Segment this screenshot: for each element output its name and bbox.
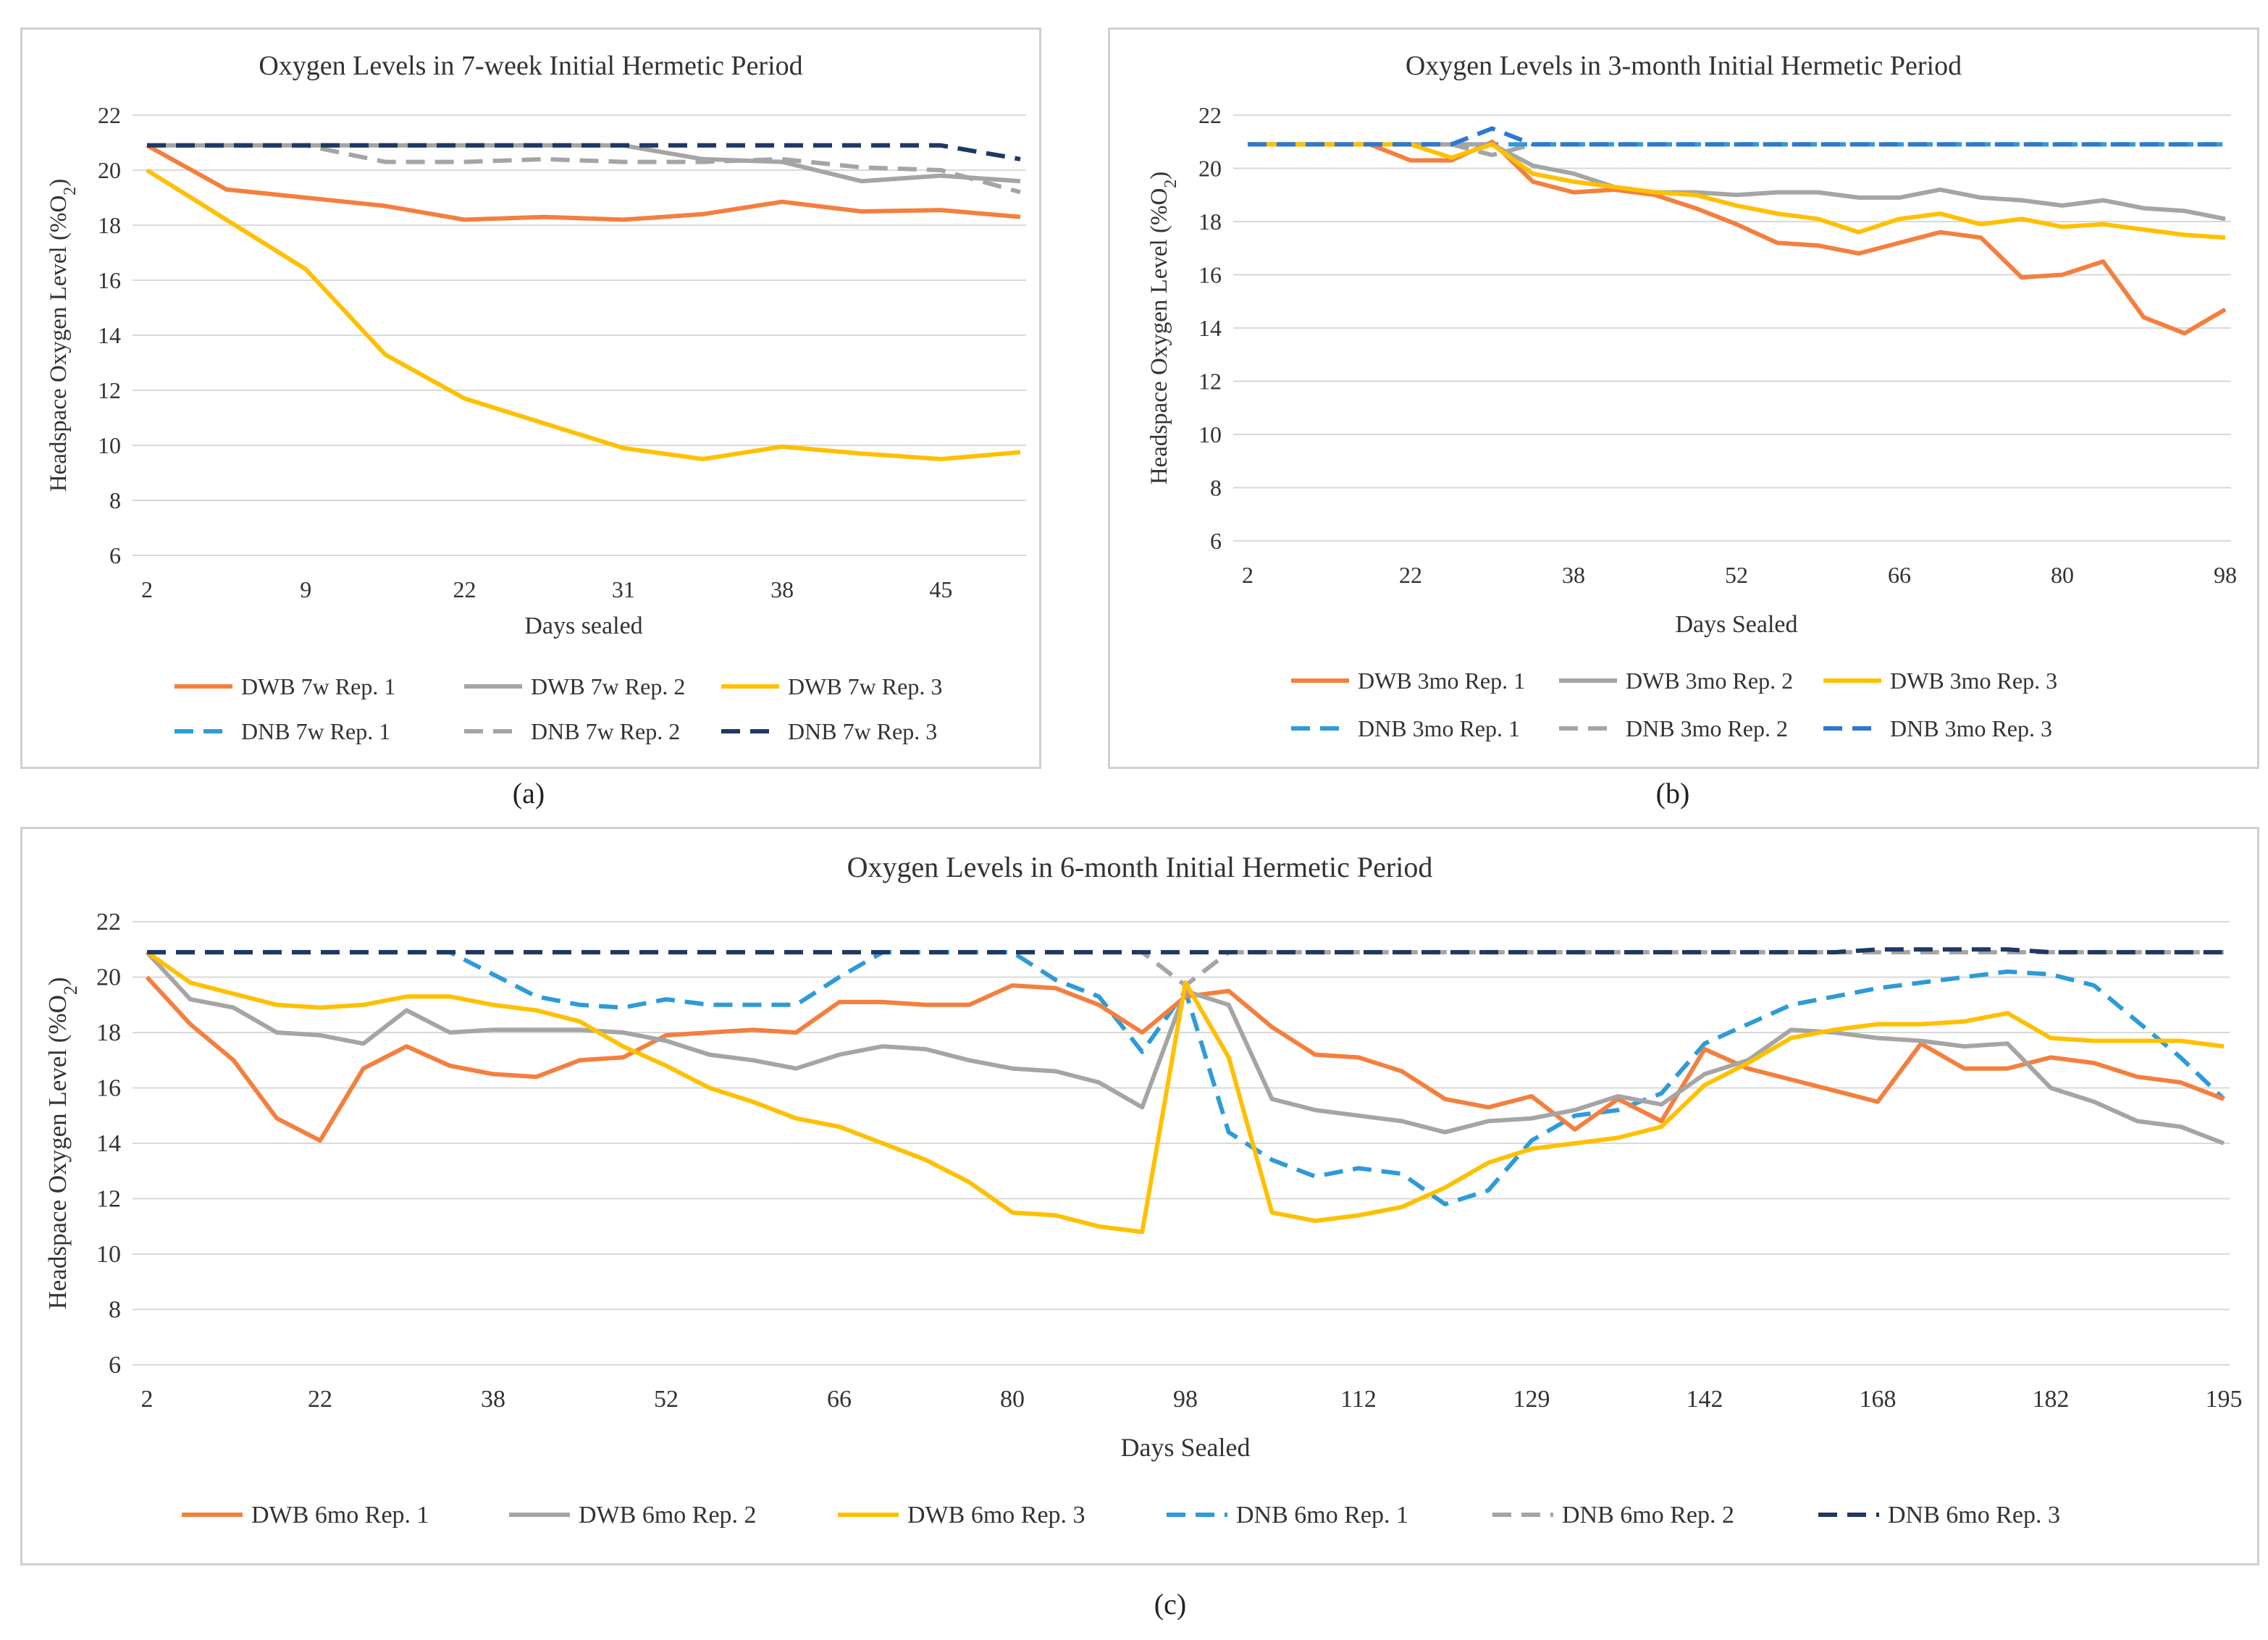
y-tick-label: 10 [1198, 421, 1222, 447]
x-tick-label: 45 [929, 576, 952, 602]
y-tick-label: 10 [96, 1241, 121, 1268]
x-tick-label: 112 [1340, 1386, 1377, 1413]
legend-label: DWB 7w Rep. 2 [531, 673, 685, 699]
chart-title: Oxygen Levels in 6-month Initial Hermeti… [847, 851, 1433, 883]
series-line-dwb-7w-rep-2 [147, 143, 1021, 184]
y-axis-label: Headspace Oxygen Level (%O2) [46, 179, 80, 492]
x-tick-label: 22 [308, 1386, 332, 1413]
x-tick-label: 22 [453, 576, 476, 602]
legend-label: DNB 3mo Rep. 3 [1890, 715, 2052, 741]
x-tick-label: 2 [1242, 562, 1253, 588]
legend-label: DNB 3mo Rep. 2 [1626, 715, 1788, 741]
series-line-dwb-7w-rep-3 [146, 168, 1021, 461]
x-tick-label: 2 [141, 1386, 154, 1413]
x-tick-label: 22 [1399, 562, 1422, 588]
y-tick-label: 8 [109, 487, 121, 513]
legend-label: DWB 3mo Rep. 1 [1358, 668, 1525, 694]
y-tick-label: 16 [1198, 262, 1222, 288]
y-tick-label: 16 [96, 1075, 121, 1102]
legend-label: DNB 6mo Rep. 2 [1562, 1502, 1734, 1528]
legend-label: DNB 6mo Rep. 1 [1236, 1502, 1408, 1528]
y-tick-label: 14 [96, 1130, 121, 1157]
legend-label: DWB 6mo Rep. 3 [907, 1502, 1085, 1528]
y-tick-label: 8 [1210, 475, 1222, 501]
chart-panel-c: Oxygen Levels in 6-month Initial Hermeti… [20, 827, 2259, 1565]
x-tick-label: 195 [2206, 1386, 2243, 1413]
y-tick-label: 12 [98, 377, 121, 403]
x-tick-label: 129 [1513, 1386, 1550, 1413]
y-tick-label: 6 [109, 1352, 121, 1379]
y-tick-label: 18 [96, 1019, 121, 1046]
x-tick-label: 66 [1888, 562, 1911, 588]
panel-label-c: (c) [1154, 1588, 1187, 1620]
panel-label-a: (a) [512, 777, 545, 810]
y-tick-label: 20 [98, 157, 121, 183]
chart-a-svg: Oxygen Levels in 7-week Initial Hermetic… [46, 51, 1026, 744]
chart-title: Oxygen Levels in 7-week Initial Hermetic… [259, 51, 802, 81]
x-tick-label: 168 [1860, 1386, 1897, 1413]
series-line-dwb-6mo-rep-1 [145, 975, 2225, 1143]
x-tick-label: 98 [1173, 1386, 1198, 1413]
legend-label: DNB 3mo Rep. 1 [1358, 715, 1520, 741]
series-line-dwb-6mo-rep-3 [146, 950, 2225, 1235]
y-tick-label: 12 [96, 1186, 121, 1213]
y-tick-label: 14 [98, 322, 121, 348]
legend-label: DNB 7w Rep. 3 [788, 718, 937, 744]
x-axis-label: Days Sealed [1121, 1433, 1251, 1462]
legend-label: DNB 6mo Rep. 3 [1888, 1502, 2060, 1528]
y-axis-label: Headspace Oxygen Level (%O2) [1146, 172, 1180, 485]
legend-label: DWB 3mo Rep. 2 [1626, 668, 1793, 694]
y-tick-label: 6 [1210, 528, 1222, 554]
y-tick-label: 18 [98, 212, 121, 238]
legend-label: DWB 7w Rep. 1 [241, 673, 395, 699]
chart-panel-b: Oxygen Levels in 3-month Initial Hermeti… [1108, 28, 2259, 769]
x-tick-label: 38 [770, 576, 794, 602]
y-tick-label: 22 [98, 102, 121, 128]
x-tick-label: 38 [481, 1386, 505, 1413]
legend-label: DWB 7w Rep. 3 [788, 673, 942, 699]
x-tick-label: 52 [654, 1386, 679, 1413]
y-tick-label: 22 [96, 909, 121, 935]
y-tick-label: 20 [96, 964, 121, 991]
series-line-dnb-3mo-rep-3 [1248, 126, 2225, 147]
legend-label: DWB 3mo Rep. 3 [1890, 668, 2057, 694]
legend-label: DNB 7w Rep. 1 [241, 718, 390, 744]
x-tick-label: 80 [2051, 562, 2074, 588]
legend-label: DWB 6mo Rep. 2 [579, 1502, 757, 1528]
legend-label: DNB 7w Rep. 2 [531, 718, 680, 744]
y-tick-label: 22 [1198, 102, 1222, 128]
y-tick-label: 12 [1198, 369, 1222, 395]
x-tick-label: 66 [827, 1386, 852, 1413]
series-line-dwb-3mo-rep-1 [1248, 139, 2227, 336]
x-tick-label: 182 [2033, 1386, 2070, 1413]
y-tick-label: 14 [1198, 315, 1222, 341]
x-tick-label: 52 [1725, 562, 1748, 588]
x-tick-label: 38 [1562, 562, 1585, 588]
y-axis-label: Headspace Oxygen Level (%O2) [43, 977, 81, 1309]
x-tick-label: 9 [300, 576, 311, 602]
chart-b-svg: Oxygen Levels in 3-month Initial Hermeti… [1146, 51, 2237, 741]
y-tick-label: 18 [1198, 209, 1222, 235]
x-axis-label: Days Sealed [1675, 611, 1797, 638]
x-tick-label: 80 [1000, 1386, 1025, 1413]
chart-panel-a: Oxygen Levels in 7-week Initial Hermetic… [20, 28, 1041, 769]
x-tick-label: 2 [141, 576, 153, 602]
x-tick-label: 142 [1687, 1386, 1723, 1413]
panel-label-b: (b) [1655, 777, 1690, 810]
y-tick-label: 6 [109, 542, 121, 568]
y-tick-label: 10 [98, 432, 121, 458]
x-axis-label: Days sealed [524, 613, 642, 639]
y-tick-label: 8 [109, 1297, 121, 1324]
series-line-dnb-7w-rep-2 [147, 143, 1021, 195]
chart-c-svg: Oxygen Levels in 6-month Initial Hermeti… [43, 851, 2243, 1528]
y-tick-label: 16 [98, 267, 121, 293]
series-line-dwb-7w-rep-1 [146, 143, 1021, 222]
x-tick-label: 31 [612, 576, 635, 602]
y-tick-label: 20 [1198, 156, 1222, 182]
series-line-dnb-7w-rep-3 [147, 143, 1021, 161]
legend-label: DWB 6mo Rep. 1 [251, 1502, 429, 1528]
chart-title: Oxygen Levels in 3-month Initial Hermeti… [1406, 51, 1962, 81]
series-line-dnb-6mo-rep-3 [147, 947, 2224, 955]
x-tick-label: 98 [2214, 562, 2237, 588]
